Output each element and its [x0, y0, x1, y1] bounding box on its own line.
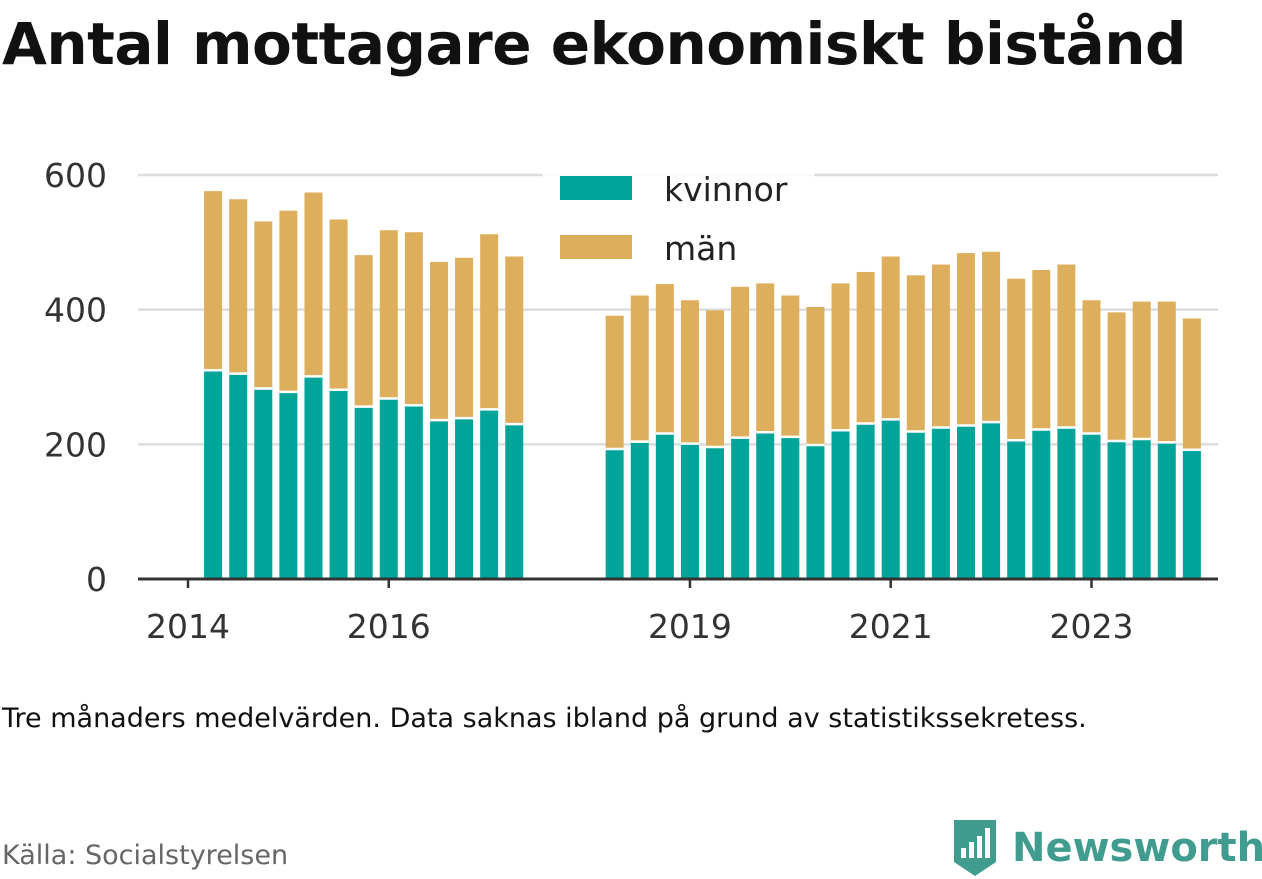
y-tick-label: 400 [44, 291, 107, 330]
bar-kvinnor [379, 398, 398, 579]
x-tick-label: 2016 [347, 607, 431, 646]
bar-man [931, 264, 950, 428]
bar-kvinnor [354, 406, 373, 579]
y-axis-ticks: 0 200 400 600 [44, 156, 107, 599]
bar-kvinnor [1157, 442, 1176, 579]
source-credit: Källa: Socialstyrelsen [2, 840, 289, 871]
bar-man [706, 310, 725, 448]
bar-man [480, 234, 499, 410]
bar-kvinnor [1057, 427, 1076, 579]
bar-kvinnor [630, 441, 649, 579]
bar-kvinnor [329, 389, 348, 579]
bar-man [605, 315, 624, 450]
bar-man [655, 284, 674, 434]
bar-man [756, 283, 775, 433]
y-tick-label: 200 [44, 425, 107, 464]
bar-man [404, 232, 423, 406]
bar-kvinnor [680, 443, 699, 579]
bar-man [1007, 278, 1026, 441]
bar-man [630, 295, 649, 442]
bar-kvinnor [279, 391, 298, 579]
bar-kvinnor [856, 423, 875, 579]
bar-kvinnor [1132, 438, 1151, 579]
bar-man [354, 255, 373, 407]
bar-man [1107, 312, 1126, 441]
y-tick-label: 600 [44, 156, 107, 195]
bar-kvinnor [831, 430, 850, 579]
bar-man [1057, 264, 1076, 428]
legend-swatch [560, 176, 632, 200]
bar-kvinnor [1032, 429, 1051, 579]
bar-man [806, 306, 825, 446]
bar-man [957, 253, 976, 426]
bar-kvinnor [204, 370, 223, 579]
bar-kvinnor [781, 436, 800, 579]
bar-man [329, 219, 348, 390]
bar-man [1132, 301, 1151, 439]
bar-kvinnor [706, 447, 725, 579]
bar-man [304, 192, 323, 377]
bar-kvinnor [1182, 449, 1201, 579]
bar-kvinnor [455, 418, 474, 579]
bar-man [906, 275, 925, 432]
bar-man [379, 230, 398, 399]
bar-kvinnor [931, 427, 950, 579]
x-tick-label: 2014 [146, 607, 230, 646]
bar-man [429, 261, 448, 421]
bar-man [1032, 269, 1051, 430]
chart-title: Antal mottagare ekonomiskt bistånd [2, 10, 1187, 78]
x-tick-label: 2019 [648, 607, 732, 646]
legend-swatch [560, 235, 632, 259]
bar-kvinnor [1007, 440, 1026, 579]
bar-man [680, 300, 699, 444]
bar-man [254, 221, 273, 389]
bar-kvinnor [605, 449, 624, 579]
x-axis-ticks: 2014 2016 2019 2021 2023 [146, 579, 1133, 646]
bar-man [856, 271, 875, 424]
x-tick-label: 2021 [849, 607, 933, 646]
y-tick-label: 0 [86, 560, 107, 599]
bar-man [279, 210, 298, 392]
bar-man [881, 256, 900, 420]
legend: kvinnor män [542, 158, 814, 276]
bar-man [505, 256, 524, 425]
bar-kvinnor [1082, 433, 1101, 579]
bar-man [1082, 300, 1101, 434]
bar-kvinnor [756, 432, 775, 579]
x-tick-label: 2023 [1049, 607, 1133, 646]
bar-man [781, 295, 800, 437]
bar-man [455, 257, 474, 419]
stacked-bar-chart: 0 200 400 600 2014 2016 2019 2021 2023 kvinnor m… [44, 156, 1218, 646]
bar-kvinnor [655, 433, 674, 579]
bar-kvinnor [957, 425, 976, 579]
bar-kvinnor [731, 437, 750, 579]
bar-kvinnor [881, 419, 900, 579]
bar-man [731, 286, 750, 438]
bars [204, 191, 1201, 579]
bar-kvinnor [229, 373, 248, 579]
bar-kvinnor [304, 376, 323, 579]
bar-man [1182, 318, 1201, 450]
bar-kvinnor [480, 409, 499, 579]
bar-kvinnor [429, 420, 448, 579]
bar-man [982, 251, 1001, 423]
bar-kvinnor [1107, 440, 1126, 579]
chart-note: Tre månaders medelvärden. Data saknas ib… [2, 703, 1087, 734]
legend-label: kvinnor [664, 170, 788, 209]
legend-label: män [664, 229, 737, 268]
bar-man [229, 199, 248, 374]
bar-kvinnor [254, 388, 273, 579]
brand-logo[interactable]: Newsworthy [950, 818, 1262, 878]
bar-kvinnor [404, 405, 423, 579]
bar-kvinnor [982, 422, 1001, 579]
newsworthy-logo-icon [954, 820, 996, 876]
bar-man [204, 191, 223, 371]
bar-kvinnor [505, 424, 524, 579]
bar-kvinnor [906, 431, 925, 579]
bar-man [831, 283, 850, 431]
bar-man [1157, 301, 1176, 443]
bar-kvinnor [806, 445, 825, 579]
brand-name: Newsworthy [1012, 825, 1262, 871]
